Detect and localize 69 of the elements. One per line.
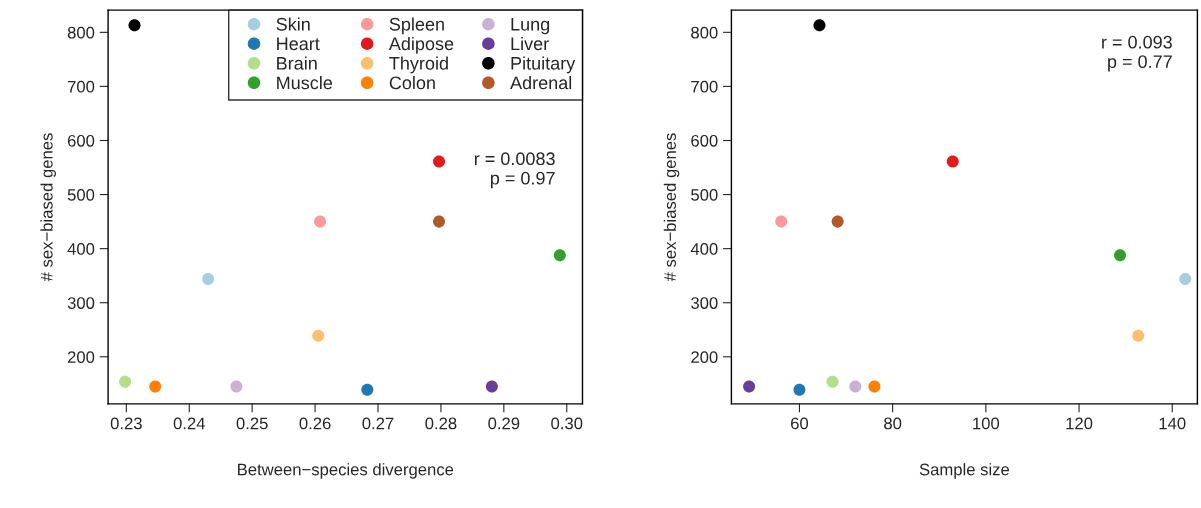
y-tick-label: 400 bbox=[67, 243, 95, 255]
legend-label: Liver bbox=[511, 36, 549, 51]
legend-label: Adrenal bbox=[510, 76, 572, 90]
x-tick-label: 0.27 bbox=[362, 417, 394, 430]
x-axis-title: Sample size bbox=[919, 463, 1010, 479]
y-tick-label: 200 bbox=[67, 351, 95, 364]
point bbox=[149, 380, 162, 393]
point bbox=[849, 380, 862, 393]
legend-label: Colon bbox=[389, 76, 435, 90]
point bbox=[230, 380, 243, 393]
point bbox=[433, 215, 446, 228]
annotation: r = 0.0083 p = 0.97 bbox=[474, 152, 555, 189]
y-tick-label: 200 bbox=[691, 351, 718, 364]
x-tick-label: 0.30 bbox=[551, 417, 583, 430]
y-tick-label: 600 bbox=[691, 134, 718, 147]
legend-label: Spleen bbox=[389, 17, 444, 35]
point bbox=[826, 375, 839, 388]
annotation: r = 0.093 p = 0.77 bbox=[1102, 35, 1172, 72]
x-tick-label: 120 bbox=[1066, 417, 1093, 430]
y-tick-label: 500 bbox=[67, 188, 95, 201]
legend-label: Thyroid bbox=[389, 56, 448, 74]
x-tick-label: 0.23 bbox=[110, 417, 142, 430]
point bbox=[1179, 272, 1192, 285]
x-axis-title: Between−species divergence bbox=[238, 463, 454, 479]
y-tick-label: 300 bbox=[67, 297, 95, 309]
y-axis-title: # sex−biased genes bbox=[40, 133, 56, 282]
point bbox=[1132, 329, 1145, 342]
point bbox=[433, 155, 446, 168]
legend-label: Lung bbox=[511, 18, 550, 35]
x-tick-label: 100 bbox=[973, 417, 1000, 430]
y-tick-label: 300 bbox=[691, 297, 718, 309]
point bbox=[312, 329, 325, 342]
point bbox=[485, 380, 498, 393]
point bbox=[793, 383, 806, 396]
point bbox=[553, 249, 566, 262]
y-tick-label: 600 bbox=[67, 134, 95, 147]
y-tick-label: 700 bbox=[691, 80, 718, 93]
point bbox=[743, 380, 756, 393]
point bbox=[813, 19, 826, 32]
x-tick-label: 140 bbox=[1159, 417, 1186, 430]
point bbox=[868, 380, 881, 393]
x-tick-label: 80 bbox=[884, 417, 902, 430]
point bbox=[831, 215, 844, 228]
x-tick-label: 0.25 bbox=[236, 417, 268, 430]
point bbox=[946, 155, 959, 168]
legend-label: Brain bbox=[277, 56, 317, 70]
x-tick-label: 0.24 bbox=[173, 417, 205, 430]
point bbox=[119, 375, 132, 388]
point bbox=[775, 215, 788, 228]
y-axis-title: # sex−biased genes bbox=[663, 133, 680, 282]
x-tick-label: 0.29 bbox=[488, 417, 520, 430]
x-tick-label: 0.28 bbox=[425, 417, 457, 430]
point bbox=[202, 272, 215, 285]
y-tick-label: 500 bbox=[691, 188, 718, 201]
x-tick-label: 0.26 bbox=[299, 417, 331, 430]
point bbox=[128, 19, 141, 32]
x-tick-label: 60 bbox=[791, 417, 809, 430]
legend-label: Heart bbox=[277, 37, 320, 51]
legend-label: Pituitary bbox=[511, 56, 576, 74]
legend-label: Skin bbox=[276, 17, 310, 31]
point bbox=[314, 215, 327, 228]
legend-label: Adipose bbox=[388, 36, 454, 54]
point bbox=[361, 383, 374, 396]
y-tick-label: 800 bbox=[691, 26, 718, 39]
y-tick-label: 400 bbox=[690, 243, 718, 255]
y-tick-label: 700 bbox=[67, 80, 95, 93]
point bbox=[1114, 249, 1127, 262]
y-tick-label: 800 bbox=[67, 26, 95, 39]
legend-label: Muscle bbox=[277, 76, 333, 90]
